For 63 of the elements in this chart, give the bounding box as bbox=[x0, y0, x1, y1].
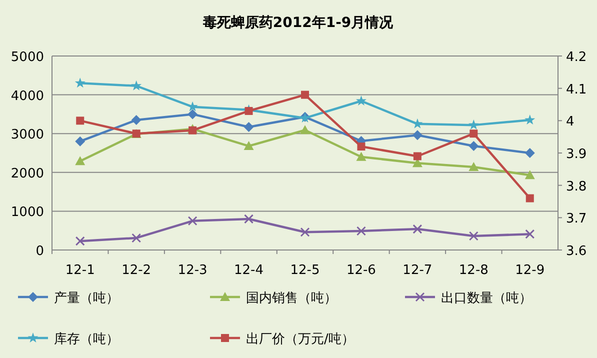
point bbox=[412, 130, 422, 140]
point bbox=[132, 233, 142, 243]
point bbox=[356, 96, 366, 106]
point bbox=[74, 78, 86, 88]
point bbox=[468, 231, 478, 241]
legend-label: 出厂价（万元/吨） bbox=[246, 332, 354, 347]
point bbox=[300, 125, 310, 134]
point bbox=[244, 122, 254, 132]
point bbox=[188, 109, 198, 120]
point bbox=[244, 214, 254, 224]
y2-tick-label: 4 bbox=[566, 114, 574, 130]
y-tick-label: 2000 bbox=[10, 166, 44, 182]
point bbox=[131, 115, 142, 126]
point bbox=[76, 116, 84, 125]
x-tick-label: 12-9 bbox=[515, 263, 545, 278]
point bbox=[525, 229, 535, 239]
point bbox=[412, 224, 422, 234]
y2-tick-label: 4.1 bbox=[566, 82, 587, 98]
point bbox=[524, 170, 535, 180]
y2-tick-label: 3.8 bbox=[566, 179, 587, 194]
y2-tick-label: 4.2 bbox=[566, 50, 587, 65]
x-tick-label: 12-3 bbox=[178, 263, 208, 278]
x-tick-label: 12-2 bbox=[122, 263, 152, 278]
point bbox=[524, 114, 536, 124]
point bbox=[357, 142, 366, 151]
y2-tick-label: 3.7 bbox=[566, 212, 587, 227]
point bbox=[468, 141, 479, 152]
point bbox=[75, 156, 86, 166]
point bbox=[524, 148, 535, 158]
y-tick-label: 3000 bbox=[10, 128, 44, 143]
chart-title: 毒死蜱原药2012年1-9月情况 bbox=[202, 15, 394, 31]
y2-tick-label: 3.6 bbox=[566, 244, 587, 259]
y-tick-label: 5000 bbox=[10, 50, 44, 65]
point bbox=[301, 90, 309, 99]
y-tick-label: 0 bbox=[36, 244, 44, 259]
point bbox=[188, 216, 198, 226]
y-tick-label: 1000 bbox=[10, 205, 44, 220]
legend-label: 国内销售（吨） bbox=[246, 291, 337, 306]
x-tick-label: 12-8 bbox=[458, 263, 488, 278]
y2-tick-label: 3.9 bbox=[566, 147, 587, 162]
point bbox=[75, 136, 86, 146]
point bbox=[131, 80, 142, 90]
x-tick-label: 12-7 bbox=[402, 263, 432, 278]
point bbox=[188, 126, 197, 134]
point bbox=[468, 120, 479, 130]
legend-label: 库存（吨） bbox=[54, 332, 119, 347]
x-tick-label: 12-4 bbox=[234, 263, 264, 278]
point bbox=[300, 227, 310, 237]
point bbox=[470, 130, 478, 138]
point bbox=[244, 106, 253, 115]
y-tick-label: 4000 bbox=[10, 88, 44, 104]
point bbox=[356, 226, 366, 236]
x-tick-label: 12-1 bbox=[65, 263, 95, 278]
point bbox=[413, 152, 422, 160]
x-tick-label: 12-6 bbox=[346, 263, 376, 278]
point bbox=[526, 194, 534, 202]
point bbox=[75, 236, 85, 246]
legend-label: 产量（吨） bbox=[54, 291, 119, 306]
x-tick-label: 12-5 bbox=[290, 263, 320, 278]
point bbox=[356, 152, 366, 161]
legend-label: 出口数量（吨） bbox=[441, 291, 532, 306]
point bbox=[468, 162, 479, 171]
point bbox=[244, 141, 254, 150]
